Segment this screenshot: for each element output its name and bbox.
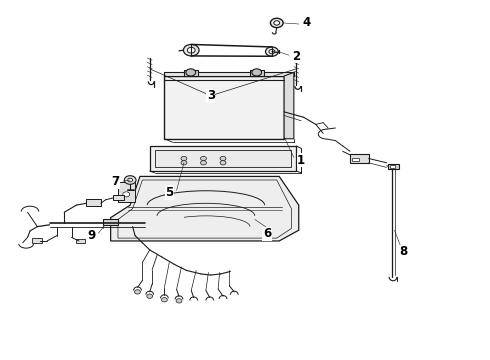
Text: 7: 7 [111, 175, 120, 188]
Text: 3: 3 [207, 89, 215, 102]
Text: 1: 1 [297, 154, 305, 167]
Circle shape [220, 161, 226, 165]
Bar [350, 154, 368, 163]
Text: 5: 5 [165, 186, 173, 199]
Circle shape [200, 161, 206, 165]
Text: 4: 4 [302, 17, 310, 30]
Circle shape [181, 161, 187, 165]
Bar [113, 195, 124, 200]
Text: 8: 8 [400, 245, 408, 258]
Circle shape [200, 156, 206, 161]
Circle shape [128, 178, 133, 182]
Bar [250, 70, 264, 76]
Circle shape [123, 192, 130, 197]
Text: 6: 6 [263, 227, 271, 240]
Circle shape [187, 47, 195, 53]
Polygon shape [111, 176, 299, 241]
Bar [164, 76, 284, 139]
Circle shape [124, 176, 136, 184]
Bar [351, 158, 359, 161]
Circle shape [266, 47, 278, 56]
Bar [155, 149, 292, 167]
Bar [390, 165, 394, 168]
Bar [86, 199, 101, 206]
Circle shape [135, 290, 141, 294]
Polygon shape [284, 72, 294, 139]
Text: 2: 2 [292, 50, 300, 63]
Circle shape [161, 298, 167, 302]
Circle shape [176, 299, 182, 303]
Circle shape [186, 69, 196, 76]
Bar [118, 182, 135, 202]
Circle shape [270, 18, 283, 28]
Circle shape [183, 44, 199, 56]
Bar [76, 239, 85, 243]
Text: 9: 9 [87, 229, 95, 242]
Bar [184, 70, 197, 76]
Polygon shape [164, 72, 294, 76]
Circle shape [147, 294, 153, 298]
Bar [388, 163, 399, 169]
Circle shape [252, 69, 262, 76]
Bar [32, 238, 42, 243]
Circle shape [181, 156, 187, 161]
Bar [150, 146, 296, 171]
Bar [103, 219, 118, 225]
Circle shape [269, 49, 275, 54]
Circle shape [274, 21, 280, 25]
Circle shape [220, 156, 226, 161]
